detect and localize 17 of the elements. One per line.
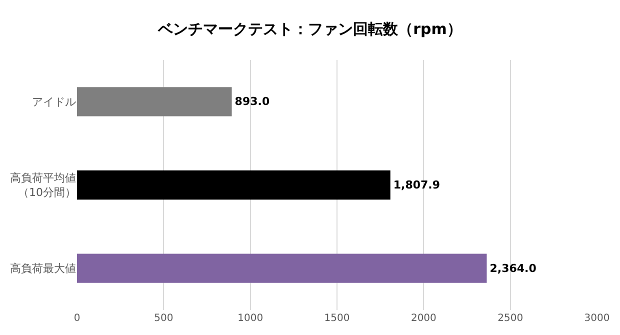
bar xyxy=(77,170,390,200)
y-tick-label: 高負荷最大値 xyxy=(10,262,76,276)
x-tick-label: 1000 xyxy=(238,313,264,324)
x-tick-label: 1500 xyxy=(324,313,350,324)
y-tick-label: 高負荷平均値（10分間） xyxy=(10,172,76,199)
data-label: 2,364.0 xyxy=(490,262,537,275)
x-tick-label: 2500 xyxy=(498,313,524,324)
x-tick-label: 3000 xyxy=(584,313,610,324)
data-label: 893.0 xyxy=(234,95,270,108)
bar xyxy=(77,87,232,116)
x-tick-label: 500 xyxy=(154,313,174,324)
data-label: 1,807.9 xyxy=(393,178,440,192)
y-tick-label: アイドル xyxy=(32,96,76,109)
x-tick-label: 0 xyxy=(74,313,80,324)
x-tick-label: 2000 xyxy=(410,313,436,324)
bar xyxy=(77,254,487,283)
chart-title: ベンチマークテスト：ファン回転数（rpm） xyxy=(157,20,462,38)
